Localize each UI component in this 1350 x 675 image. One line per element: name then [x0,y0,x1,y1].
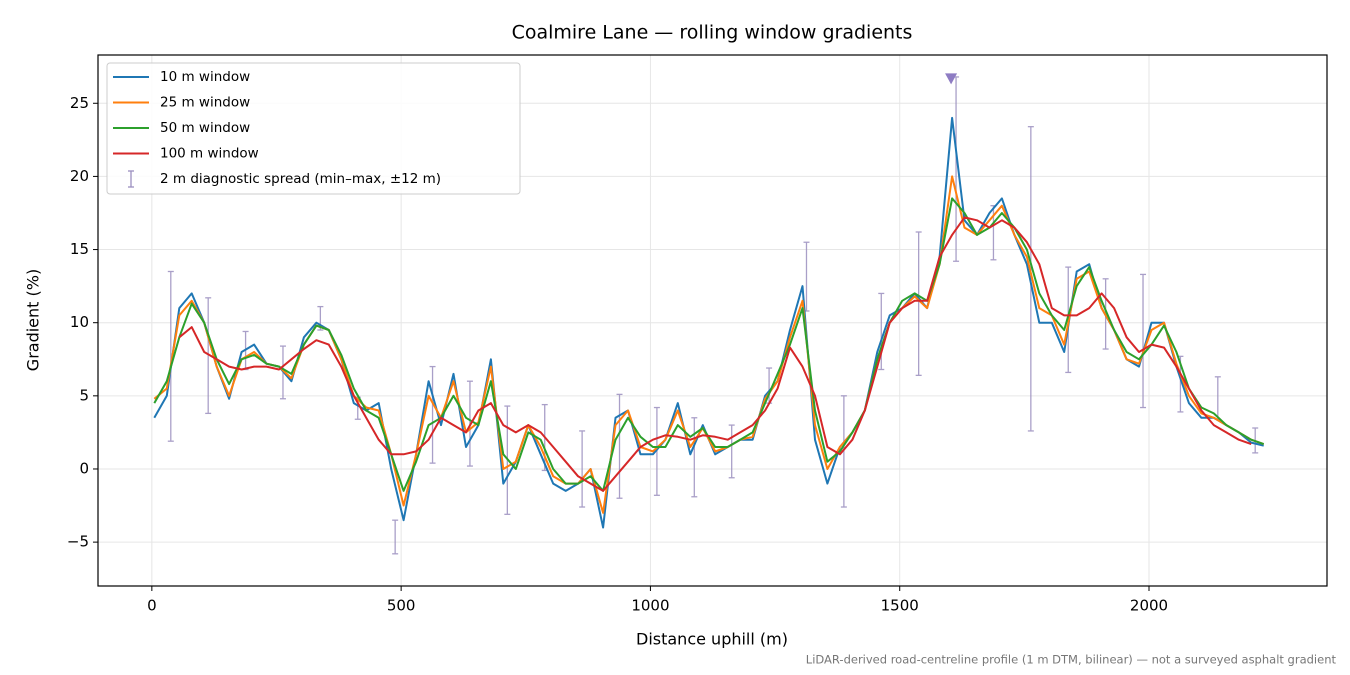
x-tick-label: 1000 [631,597,669,615]
y-tick-label: −5 [67,533,89,551]
x-tick-label: 1500 [881,597,919,615]
error-bar [1214,376,1221,420]
y-tick-label: 0 [79,459,89,477]
x-tick-label: 500 [387,597,416,615]
error-bar [840,395,847,508]
error-bar [653,406,660,496]
series-line [153,197,1265,492]
y-axis-label: Gradient (%) [24,269,43,371]
x-axis-label: Distance uphill (m) [636,630,788,649]
legend-label: 25 m window [160,95,250,111]
y-tick-label: 15 [70,240,89,258]
error-bar [392,519,399,555]
error-bar [691,417,698,498]
series-line [153,175,1265,514]
error-bar [205,297,212,415]
error-bar [915,231,922,377]
y-tick-label: 25 [70,94,89,112]
x-tick-label: 2000 [1130,597,1168,615]
error-bar [167,270,174,442]
error-bar [579,430,586,508]
legend-label: 50 m window [160,120,250,136]
y-tick-label: 5 [79,386,89,404]
plot-frame [97,54,1328,587]
y-tick-label: 20 [70,167,89,185]
x-tick-label: 0 [147,597,157,615]
y-tick-label: 10 [70,313,89,331]
chart-title: Coalmire Lane — rolling window gradients [512,22,913,44]
error-bar [1140,273,1147,409]
error-bar [616,393,623,499]
series-line [178,216,1252,492]
legend-label: 10 m window [160,69,250,85]
footnote: LiDAR-derived road-centreline profile (1… [806,653,1337,667]
error-bar [878,292,885,371]
legend-box [106,62,521,195]
error-bar [429,365,436,464]
error-bar [728,424,735,479]
peak-marker [945,73,958,85]
legend-label: 100 m window [160,146,259,162]
legend-label: 2 m diagnostic spread (min–max, ±12 m) [160,171,441,187]
